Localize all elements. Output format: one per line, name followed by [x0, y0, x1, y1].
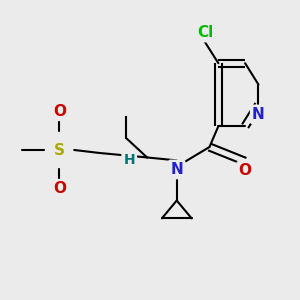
Text: O: O	[53, 104, 66, 119]
Text: N: N	[170, 162, 183, 177]
Text: O: O	[53, 181, 66, 196]
Text: S: S	[54, 142, 65, 158]
Text: Cl: Cl	[197, 25, 213, 40]
Text: H: H	[123, 153, 135, 167]
Text: O: O	[238, 163, 252, 178]
Text: N: N	[252, 107, 265, 122]
